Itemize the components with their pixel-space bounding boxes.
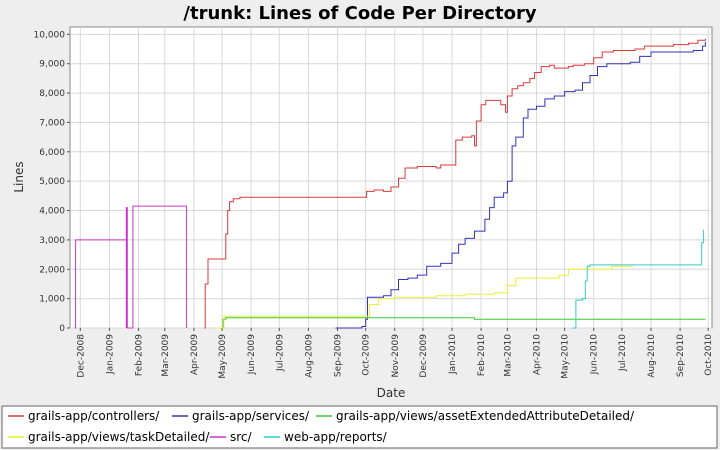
x-tick-label: Jul-2010 (618, 334, 628, 372)
x-tick-label: Dec-2008 (76, 334, 86, 378)
x-tick-label: Apr-2010 (532, 334, 542, 375)
y-tick-label: 0 (59, 324, 65, 334)
legend-box (1, 405, 718, 449)
x-tick-label: Oct-2010 (704, 334, 714, 376)
legend-label: grails-app/services/ (192, 409, 310, 423)
legend-label: grails-app/views/taskDetailed/ (28, 430, 210, 444)
series-line-1 (335, 41, 706, 329)
x-tick-label: Jun-2009 (247, 334, 257, 375)
legend: grails-app/controllers/grails-app/servic… (8, 409, 635, 444)
x-axis: Dec-2008 Jan-2009 Feb-2009 Mar-2009 Apr-2009… (76, 328, 714, 379)
y-tick-label: 3,000 (39, 236, 65, 246)
x-tick-label: Sep-2009 (334, 334, 344, 377)
x-tick-label: Feb-2009 (135, 334, 145, 376)
x-tick-label: Jan-2010 (448, 334, 458, 375)
y-tick-label: 1,000 (39, 295, 65, 305)
series-line-5 (572, 229, 705, 329)
x-tick-label: Mar-2009 (161, 334, 171, 377)
y-tick-label: 4,000 (39, 207, 65, 217)
series-line-2 (219, 317, 706, 329)
y-axis: 0 1,000 2,000 3,000 4,000 5,000 6,000 7,000 8,00… (34, 30, 70, 334)
x-tick-label: Apr-2009 (190, 334, 200, 375)
series-layer (74, 38, 706, 329)
x-tick-label: Oct-2009 (362, 334, 372, 376)
y-tick-label: 2,000 (39, 265, 65, 275)
y-tick-label: 8,000 (39, 89, 65, 99)
x-tick-label: May-2010 (561, 334, 571, 379)
y-tick-label: 7,000 (39, 118, 65, 128)
x-tick-label: Nov-2009 (391, 334, 401, 378)
series-line-4 (74, 205, 187, 329)
x-tick-label: Jul-2009 (275, 334, 285, 372)
plot-area (69, 26, 713, 329)
chart-title: /trunk: Lines of Code Per Directory (183, 3, 536, 24)
y-tick-label: 9,000 (39, 60, 65, 70)
x-tick-label: Jan-2009 (105, 334, 115, 375)
x-tick-label: Sep-2010 (676, 334, 686, 377)
x-tick-label: Mar-2010 (503, 334, 513, 377)
y-tick-label: 10,000 (34, 30, 66, 40)
x-tick-label: Dec-2009 (419, 334, 429, 378)
legend-label: web-app/reports/ (284, 430, 388, 444)
legend-label: src/ (230, 430, 253, 444)
x-tick-label: Aug-2009 (304, 334, 314, 378)
y-tick-label: 6,000 (39, 148, 65, 158)
legend-label: grails-app/views/assetExtendedAttributeD… (336, 409, 635, 423)
x-axis-label: Date (377, 386, 406, 400)
series-line-0 (204, 38, 706, 329)
legend-label: grails-app/controllers/ (28, 409, 160, 423)
x-tick-label: May-2009 (218, 334, 228, 379)
y-axis-label: Lines (12, 161, 26, 192)
y-tick-label: 5,000 (39, 177, 65, 187)
x-tick-label: Feb-2010 (477, 334, 487, 376)
grid-lines (70, 27, 712, 329)
x-tick-label: Jun-2010 (590, 334, 600, 375)
x-tick-label: Aug-2010 (647, 334, 657, 378)
series-line-3 (216, 264, 633, 329)
